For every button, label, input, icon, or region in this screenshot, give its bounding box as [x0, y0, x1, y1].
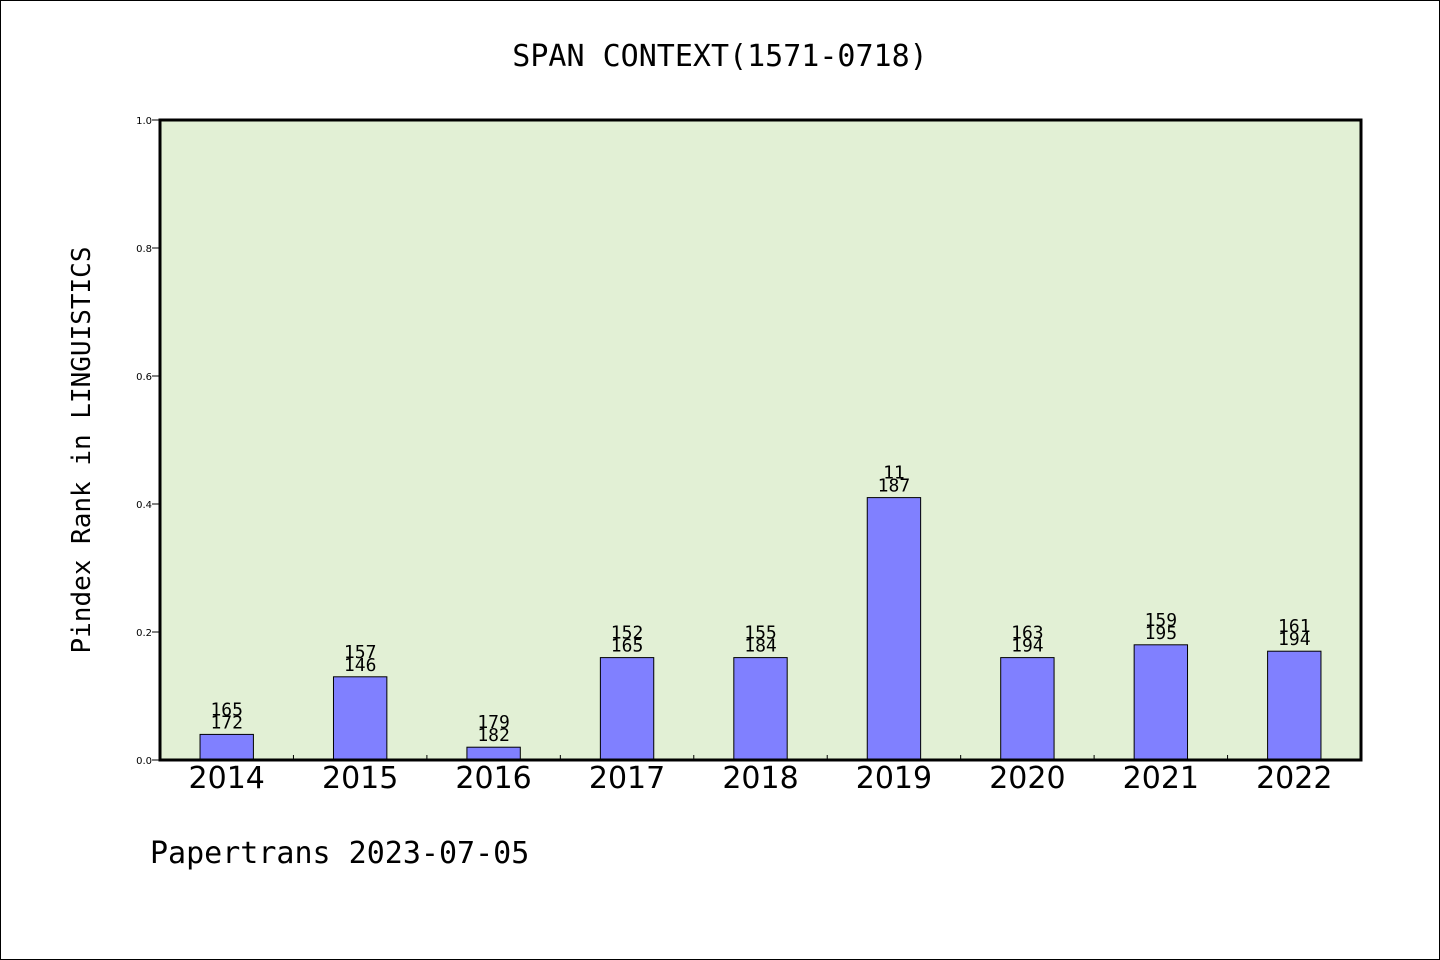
bar-rank-label: 159 [1145, 610, 1178, 631]
bar-total-label: 195 [1145, 623, 1178, 644]
y-tick-label: 0.4 [136, 500, 152, 511]
x-tick-label: 2014 [189, 761, 265, 796]
bar-total-label: 172 [210, 712, 243, 733]
bar-2016 [466, 746, 521, 761]
bar-rank-label: 161 [1278, 616, 1311, 637]
bars-group [199, 497, 1322, 761]
chart-title: SPAN CONTEXT(1571-0718) [512, 39, 927, 74]
bar-total-label: 194 [1011, 636, 1044, 657]
bar-2019 [866, 497, 922, 761]
footer-text: Papertrans 2023-07-05 [150, 836, 529, 871]
y-tick-label: 0.8 [136, 244, 152, 255]
bar-2021 [1133, 644, 1189, 761]
bar-rank-label: 157 [344, 642, 377, 663]
x-tick-label: 2015 [322, 761, 398, 796]
bar-2014 [199, 733, 254, 761]
bar-rank-label: 165 [210, 699, 243, 720]
bar-total-label: 187 [878, 476, 911, 497]
x-tick-label: 2022 [1256, 761, 1332, 796]
y-axis-ticks: 0.0 0.2 0.4 0.6 0.8 1.0 [136, 116, 160, 767]
x-tick-label: 2019 [856, 761, 932, 796]
y-tick-label: 0.0 [136, 756, 152, 767]
bar-rank-label: 179 [477, 712, 510, 733]
bar-2018 [733, 657, 788, 761]
x-tick-label: 2018 [722, 761, 798, 796]
bar-labels-group: 1721651461571821791651521841551871119416… [210, 463, 1310, 747]
bar-total-label: 194 [1278, 629, 1311, 650]
bar-2020 [1000, 657, 1055, 761]
bar-2017 [599, 657, 655, 761]
x-tick-label: 2016 [455, 761, 531, 796]
x-tick-label: 2021 [1123, 761, 1199, 796]
bar-rank-label: 11 [883, 463, 905, 484]
x-axis-ticks: 2014 2015 2016 2017 2018 2019 2020 2021 2022 [189, 755, 1332, 796]
y-tick-label: 0.6 [136, 372, 152, 383]
bar-rank-label: 163 [1011, 623, 1044, 644]
x-tick-label: 2020 [989, 761, 1065, 796]
y-tick-label: 1.0 [136, 116, 152, 127]
plot-border [158, 118, 1363, 762]
bar-2022 [1267, 650, 1322, 761]
bar-rank-label: 155 [744, 623, 777, 644]
bar-total-label: 182 [477, 725, 510, 746]
bar-2015 [332, 676, 388, 761]
bar-total-label: 146 [344, 655, 377, 676]
bar-total-label: 184 [744, 636, 777, 657]
x-tick-label: 2017 [589, 761, 665, 796]
bar-rank-label: 152 [611, 623, 644, 644]
y-axis-label: Pindex Rank in LINGUISTICS [67, 247, 97, 654]
bar-total-label: 165 [611, 636, 644, 657]
y-tick-label: 0.2 [136, 628, 152, 639]
